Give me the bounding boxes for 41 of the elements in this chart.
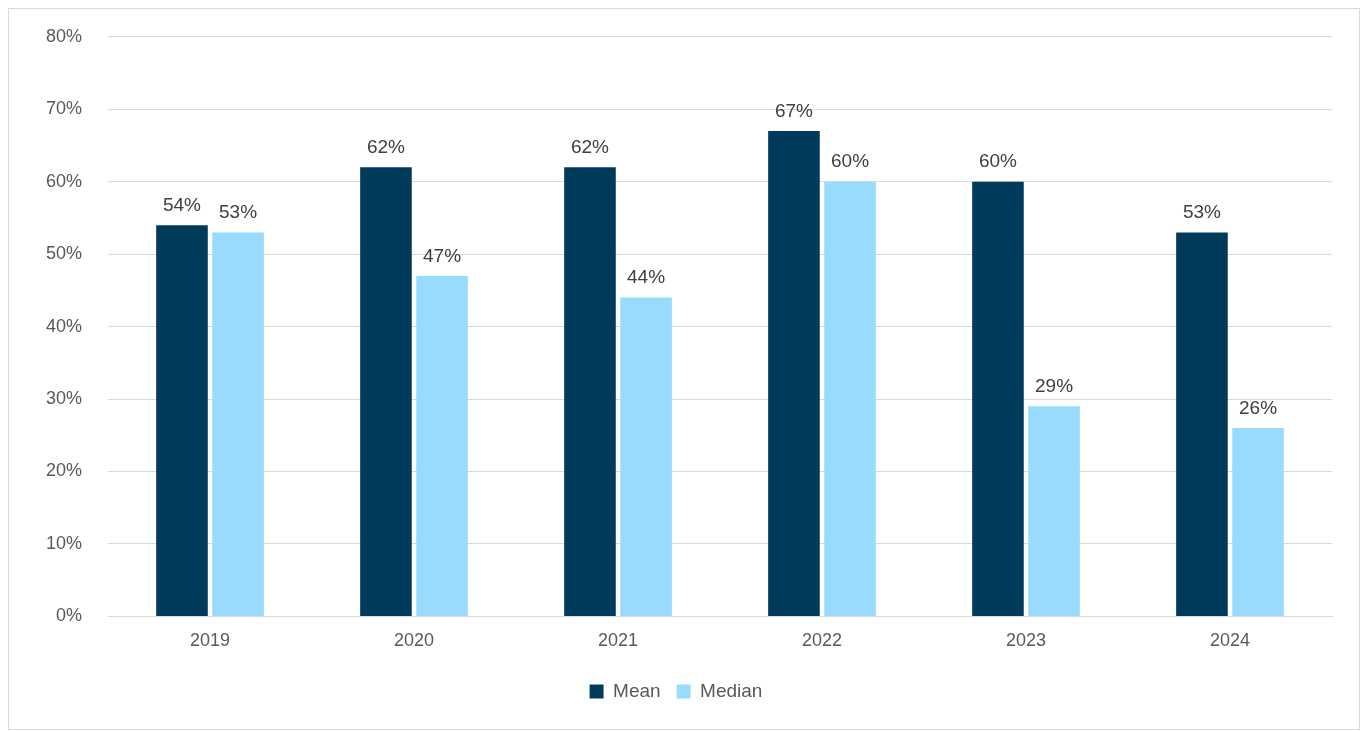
legend-label: Mean xyxy=(613,679,661,701)
y-tick-label: 10% xyxy=(46,532,83,553)
data-label: 44% xyxy=(627,266,666,288)
bar xyxy=(212,232,264,616)
bar xyxy=(156,225,208,616)
bar xyxy=(768,130,820,616)
data-label: 60% xyxy=(831,150,870,172)
bar xyxy=(564,167,616,616)
x-tick-label: 2020 xyxy=(394,630,435,651)
bar xyxy=(1232,428,1284,616)
y-tick-label: 70% xyxy=(46,98,83,119)
data-label: 67% xyxy=(774,99,814,121)
data-label: 60% xyxy=(978,150,1018,172)
legend-label: Median xyxy=(700,679,763,701)
data-label: 62% xyxy=(366,135,406,157)
y-tick-label: 0% xyxy=(56,605,83,626)
y-tick-label: 60% xyxy=(46,170,83,191)
data-label: 53% xyxy=(219,201,258,223)
data-label: 54% xyxy=(162,193,202,215)
bar xyxy=(416,275,468,616)
x-tick-label: 2019 xyxy=(190,630,231,651)
data-label: 53% xyxy=(1182,201,1222,223)
x-tick-label: 2021 xyxy=(597,630,639,651)
data-label: 29% xyxy=(1035,375,1074,397)
bar xyxy=(360,167,412,616)
data-label: 62% xyxy=(570,135,610,157)
y-tick-label: 80% xyxy=(46,25,83,46)
x-tick-label: 2023 xyxy=(1005,630,1047,651)
y-tick-label: 50% xyxy=(46,243,83,264)
y-tick-label: 30% xyxy=(46,388,83,409)
x-tick-label: 2022 xyxy=(801,630,843,651)
x-tick-label: 2024 xyxy=(1209,630,1251,651)
y-tick-label: 40% xyxy=(46,315,83,336)
y-tick-label: 20% xyxy=(46,460,83,481)
bar xyxy=(620,297,672,616)
data-label: 47% xyxy=(423,244,462,266)
bar xyxy=(1176,232,1228,616)
data-label: 26% xyxy=(1239,396,1278,418)
bar xyxy=(972,181,1024,616)
bar xyxy=(1028,406,1080,616)
bar xyxy=(824,181,876,616)
